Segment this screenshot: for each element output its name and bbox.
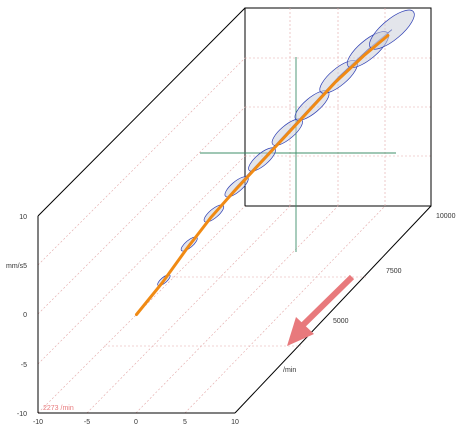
y-tick-label: -10	[17, 411, 27, 418]
y-unit-label: mm/s	[6, 263, 24, 270]
direction-arrow	[287, 274, 355, 346]
z-ticks: 5000 7500 10000 /min 2273 /min	[43, 213, 456, 412]
wall-grid-line	[37, 155, 246, 365]
depth-edge-bottom-right	[234, 205, 432, 414]
spectrum-slice	[369, 9, 415, 50]
x-tick-label: 0	[134, 419, 138, 426]
x-tick-label: 10	[231, 419, 239, 426]
floor-grid	[37, 57, 386, 414]
y-tick-label: 5	[23, 263, 27, 270]
y-tick-label: -5	[21, 362, 27, 369]
wall-grid-line	[37, 106, 246, 315]
wall-grid-line	[37, 57, 246, 266]
z-tick-label: 7500	[386, 268, 402, 275]
x-ticks: -10 -5 0 5 10	[33, 419, 239, 426]
arrow-shaft	[300, 274, 355, 328]
z-tick-label: 10000	[436, 213, 456, 220]
series-line-orange	[135, 34, 390, 316]
z-tick-label: 5000	[333, 318, 349, 325]
arrow-head	[287, 317, 314, 346]
floor-grid-line	[86, 205, 291, 414]
x-tick-label: 5	[183, 419, 187, 426]
corner-label: 2273 /min	[43, 405, 74, 412]
depth-edges	[37, 7, 432, 414]
z-unit-label: /min	[283, 367, 296, 374]
front-axes	[37, 216, 235, 414]
depth-edge-top-left	[37, 7, 246, 217]
y-ticks: 10 5 0 -5 -10 mm/s	[6, 214, 27, 418]
floor-grid-line	[135, 205, 339, 414]
y-tick-label: 0	[23, 312, 27, 319]
x-tick-label: -10	[33, 419, 43, 426]
crosshair	[200, 57, 396, 252]
floor-grid-line	[184, 205, 386, 414]
back-panel	[244, 7, 432, 207]
y-tick-label: 10	[19, 214, 27, 221]
depth-edge-bottom-left	[37, 205, 246, 414]
x-tick-label: -5	[84, 419, 90, 426]
trace-layer	[135, 9, 415, 316]
